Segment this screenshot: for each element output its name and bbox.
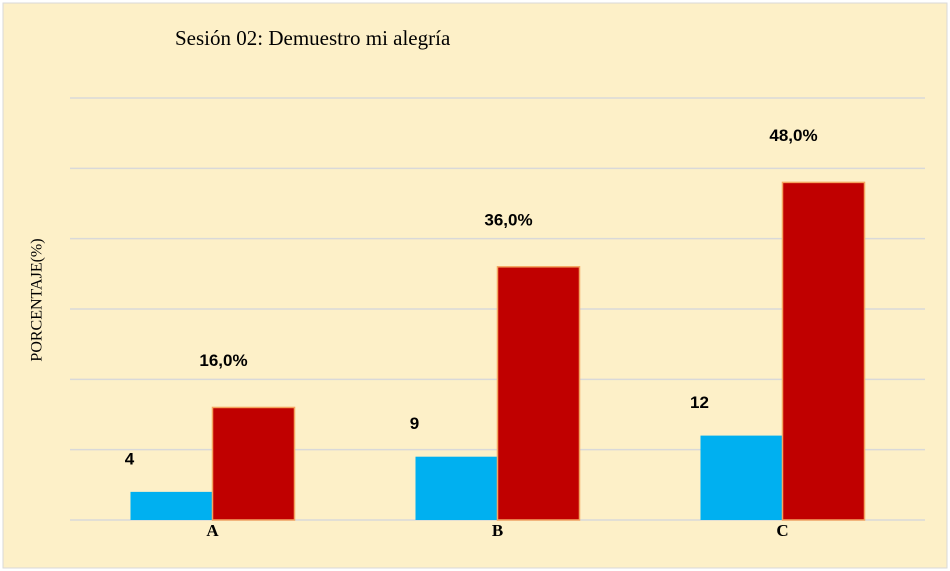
bar: [130, 491, 213, 520]
x-tick-label: A: [206, 521, 219, 540]
bar: [211, 406, 296, 521]
y-axis-label: PORCENTAJE(%): [29, 238, 46, 361]
bar: [700, 435, 783, 520]
data-label: 4: [125, 449, 135, 468]
data-label: 36,0%: [484, 210, 532, 229]
data-label: 12: [690, 393, 709, 412]
data-label: 9: [410, 414, 419, 433]
bar: [781, 181, 866, 521]
x-tick-label: B: [492, 521, 503, 540]
data-label: 16,0%: [199, 351, 247, 370]
bar: [415, 456, 498, 520]
bar: [496, 266, 581, 521]
chart-title: Sesión 02: Demuestro mi alegría: [175, 26, 451, 50]
x-tick-label: C: [776, 521, 788, 540]
data-label: 48,0%: [769, 126, 817, 145]
